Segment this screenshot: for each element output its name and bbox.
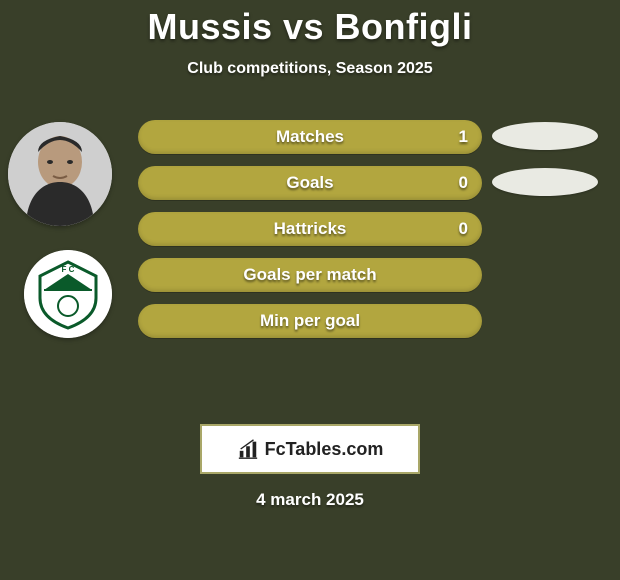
stat-value: 1 [459,127,468,147]
brand-text: FcTables.com [265,439,384,460]
stat-value: 0 [459,173,468,193]
player2-ellipse-goals [492,168,598,196]
player2-ellipses [492,120,610,214]
club-logo-icon: F C [24,250,112,338]
stat-label: Matches [138,127,482,147]
stat-pill: Goals per match [138,258,482,292]
player-avatars: F C [8,122,120,362]
stat-pill: Matches 1 [138,120,482,154]
stat-label: Goals per match [138,265,482,285]
stat-row-goals-per-match: Goals per match [138,258,482,292]
stat-pill: Goals 0 [138,166,482,200]
stat-row-min-per-goal: Min per goal [138,304,482,338]
player2-ellipse-matches [492,122,598,150]
stat-label: Goals [138,173,482,193]
stat-value: 0 [459,219,468,239]
stat-pill: Hattricks 0 [138,212,482,246]
player2-avatar: F C [24,250,112,338]
stat-label: Hattricks [138,219,482,239]
stat-rows: Matches 1 Goals 0 Hattricks 0 Goals per … [138,120,482,350]
brand-box: FcTables.com [200,424,420,474]
footer-date: 4 march 2025 [0,490,620,510]
bar-chart-icon [237,438,259,460]
page-subtitle: Club competitions, Season 2025 [0,60,620,78]
player1-avatar [8,122,112,226]
stat-row-hattricks: Hattricks 0 [138,212,482,246]
stat-label: Min per goal [138,311,482,331]
stat-row-matches: Matches 1 [138,120,482,154]
stat-row-goals: Goals 0 [138,166,482,200]
page-title: Mussis vs Bonfigli [0,0,620,48]
person-icon [8,122,112,226]
stat-pill: Min per goal [138,304,482,338]
svg-text:F C: F C [62,265,75,274]
